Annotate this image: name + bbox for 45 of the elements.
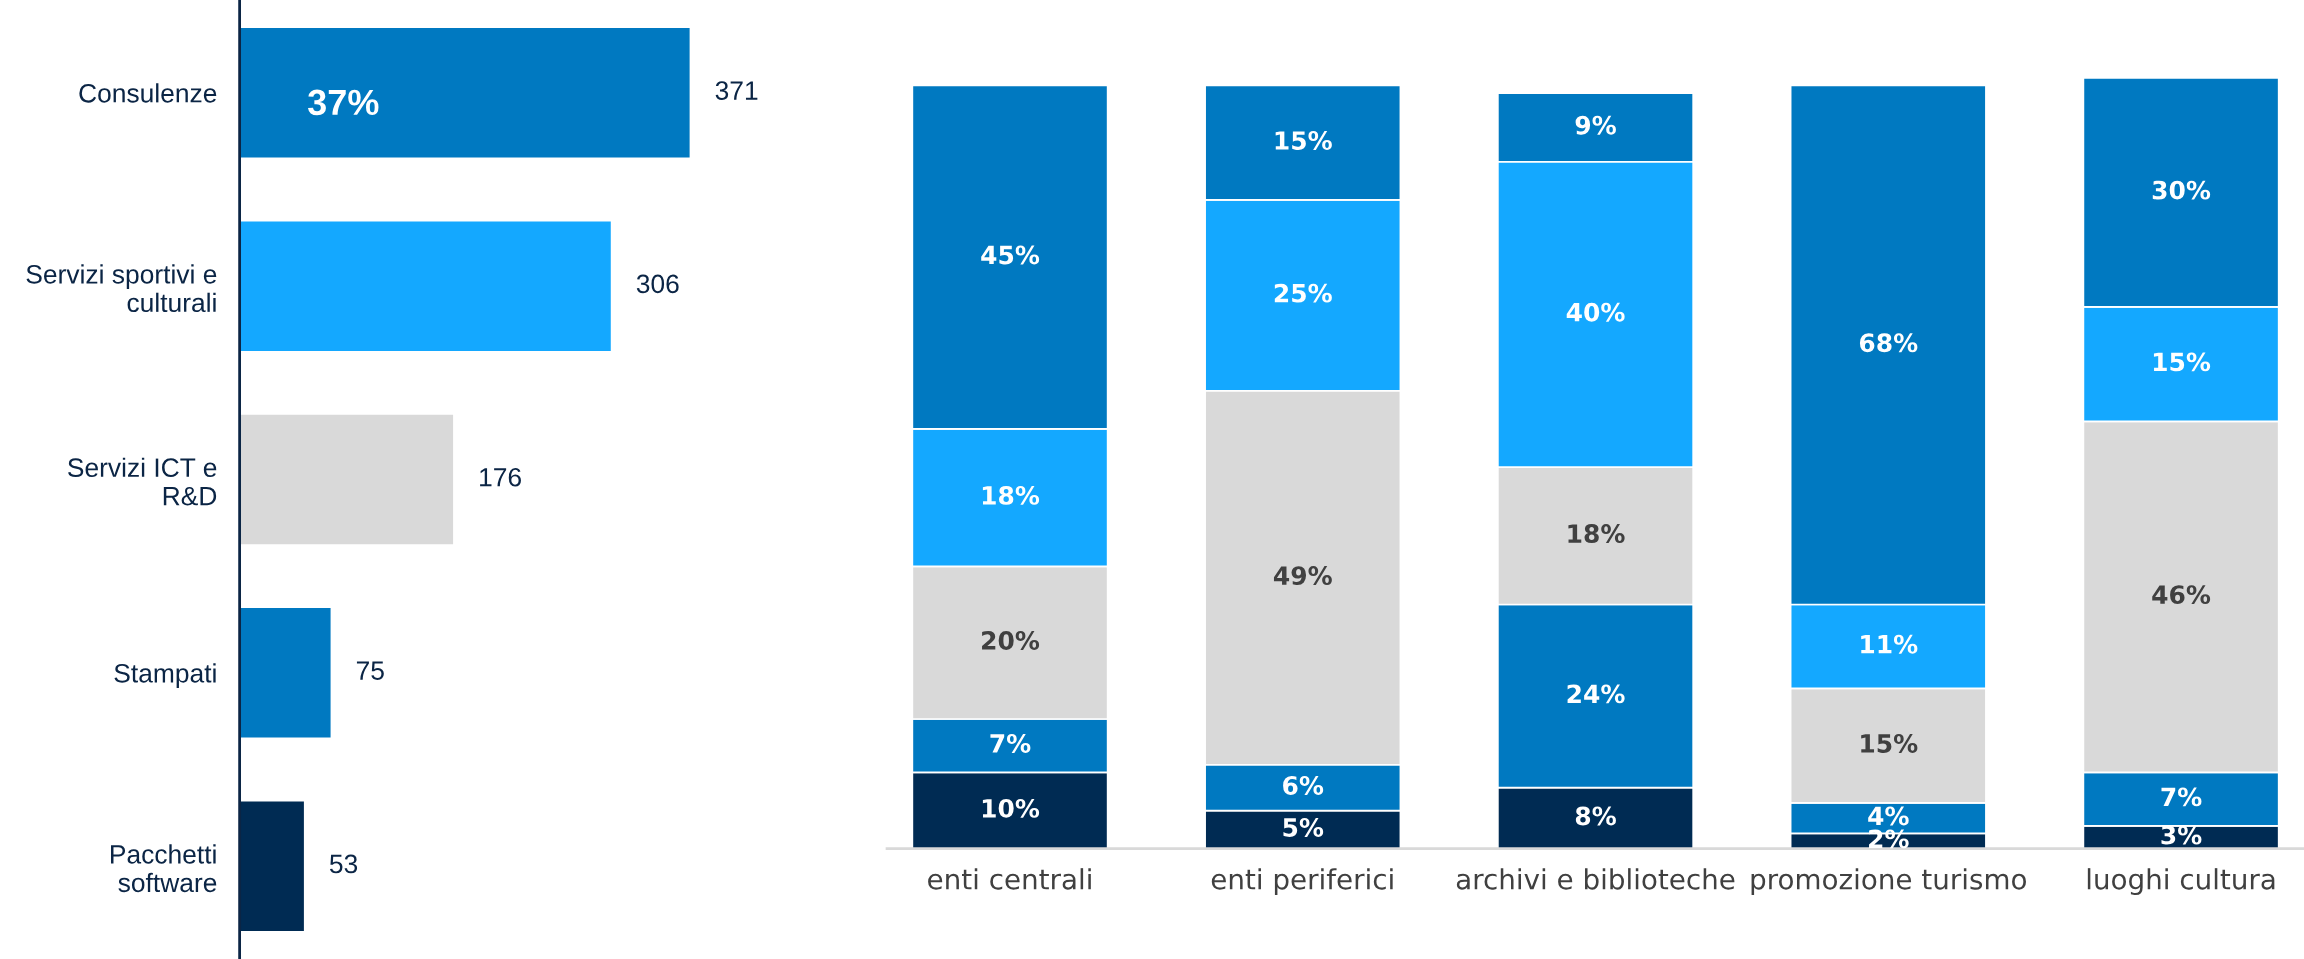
data-label: 11% <box>1861 634 1918 654</box>
bar <box>239 608 331 738</box>
data-label: 8% <box>1575 806 1616 826</box>
data-label: 15% <box>2153 352 2211 372</box>
y-tick-label: Servizi sportivi e culturali <box>26 264 217 313</box>
annotation: 37% <box>307 89 379 116</box>
data-label: 68% <box>1859 333 1918 353</box>
data-label: 18% <box>1568 524 1625 544</box>
y-tick-label: Consulenze <box>79 83 217 103</box>
data-label: 53 <box>329 854 358 874</box>
x-tick-label: enti centrali <box>928 868 1091 890</box>
x-tick-label: enti periferici <box>1211 868 1393 896</box>
data-label: 6% <box>1283 776 1324 795</box>
data-label: 15% <box>1861 734 1918 753</box>
y-tick-label: Stampati <box>114 663 216 688</box>
data-label: 49% <box>1273 566 1332 586</box>
bar <box>239 28 690 158</box>
y-tick-label: Pacchetti software <box>111 844 217 893</box>
data-label: 20% <box>982 630 1040 650</box>
bar <box>239 221 611 351</box>
data-label: 5% <box>1283 817 1324 837</box>
data-label: 25% <box>1274 283 1332 303</box>
data-label: 7% <box>990 734 1031 753</box>
x-tick-label: promozione turismo <box>1751 868 2026 896</box>
data-label: 306 <box>636 274 679 294</box>
data-label: 10% <box>982 798 1040 818</box>
y-tick-label: Servizi ICT e R&D <box>68 457 217 506</box>
data-label: 4% <box>1868 806 1909 826</box>
data-label: 371 <box>715 81 758 100</box>
data-label: 40% <box>1566 302 1625 322</box>
bar <box>239 414 454 545</box>
data-label: 24% <box>1567 684 1625 704</box>
data-label: 176 <box>480 467 521 487</box>
data-label: 45% <box>981 245 1040 265</box>
data-label: 75 <box>356 661 384 680</box>
data-label: 3% <box>2161 825 2202 845</box>
x-tick-label: archivi e biblioteche <box>1456 868 1735 890</box>
data-label: 46% <box>2152 585 2211 605</box>
data-label: 15% <box>1275 131 1332 150</box>
x-tick-label: luoghi cultura <box>2087 868 2275 896</box>
data-label: 30% <box>2152 180 2211 200</box>
data-label: 18% <box>982 485 1040 505</box>
bar <box>239 801 304 931</box>
data-label: 9% <box>1575 115 1616 135</box>
data-label: 7% <box>2161 787 2202 807</box>
